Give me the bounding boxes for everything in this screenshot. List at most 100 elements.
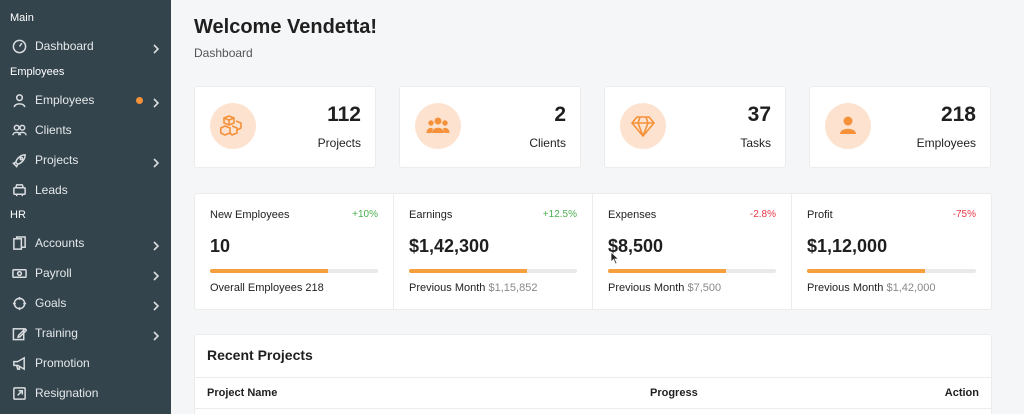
- kpi-footer-value: $1,42,000: [886, 282, 936, 294]
- sidebar-item-leads[interactable]: Leads: [0, 176, 171, 204]
- sidebar-item-training[interactable]: Training: [0, 319, 171, 347]
- sidebar: Main Dashboard Employees Employees Clien…: [0, 0, 171, 414]
- kpi-progress-fill: [210, 269, 328, 273]
- files-icon: [10, 234, 28, 252]
- kpi-value: $1,12,000: [807, 236, 888, 256]
- sidebar-item-label: Goals: [35, 296, 67, 310]
- main-content: Welcome Vendetta! Dashboard 112 Projects…: [171, 0, 1024, 414]
- kpi-progress-fill: [608, 269, 726, 273]
- kpi-title: New Employees: [210, 209, 290, 221]
- stat-label: Clients: [529, 136, 566, 150]
- stat-card-clients[interactable]: 2 Clients: [399, 86, 581, 168]
- sidebar-item-projects[interactable]: Projects: [0, 146, 171, 174]
- sidebar-item-employees[interactable]: Employees: [0, 86, 171, 114]
- kpi-footer-label: Previous Month: [807, 282, 884, 294]
- kpi-progress-bar: [409, 269, 577, 273]
- column-header-project-name[interactable]: Project Name: [207, 387, 278, 399]
- sidebar-item-label: Dashboard: [35, 39, 94, 53]
- kpi-title: Expenses: [608, 209, 657, 221]
- sidebar-item-label: Leads: [35, 183, 68, 197]
- stat-card-tasks[interactable]: 37 Tasks: [604, 86, 786, 168]
- cubes-icon: [210, 103, 256, 149]
- stat-label: Projects: [317, 136, 361, 150]
- section-title-employees: Employees: [10, 66, 65, 78]
- page-title: Welcome Vendetta!: [194, 16, 378, 38]
- kpi-progress-fill: [807, 269, 926, 273]
- stat-value: 2: [554, 103, 566, 126]
- sidebar-item-label: Accounts: [35, 236, 85, 250]
- sidebar-item-label: Training: [35, 326, 78, 340]
- chevron-right-icon: [151, 95, 161, 108]
- user-icon: [10, 91, 28, 109]
- stat-label: Tasks: [740, 136, 771, 150]
- kpi-progress-bar: [210, 269, 378, 273]
- stat-card-projects[interactable]: 112 Projects: [194, 86, 376, 168]
- sidebar-item-accounts[interactable]: Accounts: [0, 229, 171, 257]
- dashboard-icon: [10, 37, 28, 55]
- section-title-hr: HR: [10, 209, 26, 221]
- chevron-right-icon: [151, 328, 161, 341]
- kpi-footer: Previous Month $7,500: [608, 282, 721, 294]
- kpi-expenses: Expenses -2.8% $8,500 Previous Month $7,…: [593, 194, 792, 309]
- external-link-icon: [10, 384, 28, 402]
- kpi-value: $8,500: [608, 236, 664, 256]
- ticket-icon: [10, 181, 28, 199]
- kpi-footer-value: $1,15,852: [488, 282, 538, 294]
- sidebar-item-dashboard[interactable]: Dashboard: [0, 32, 171, 60]
- kpi-title: Profit: [807, 209, 833, 221]
- crosshair-icon: [10, 294, 28, 312]
- breadcrumb[interactable]: Dashboard: [194, 46, 253, 60]
- column-header-progress[interactable]: Progress: [650, 387, 698, 399]
- chevron-right-icon: [151, 298, 161, 311]
- stat-value: 112: [327, 103, 361, 126]
- stat-label: Employees: [916, 136, 976, 150]
- kpi-delta: +12.5%: [542, 209, 577, 220]
- stat-value: 218: [940, 103, 976, 126]
- kpi-delta: -75%: [952, 209, 976, 220]
- sidebar-item-label: Promotion: [35, 356, 90, 370]
- sidebar-item-label: Clients: [35, 123, 72, 137]
- recent-projects-panel: Recent Projects Project Name Progress Ac…: [194, 334, 992, 414]
- kpi-delta: +10%: [352, 209, 378, 220]
- chevron-right-icon: [151, 41, 161, 54]
- kpi-new-employees: New Employees +10% 10 Overall Employees …: [195, 194, 394, 309]
- person-icon: [825, 103, 871, 149]
- column-header-action[interactable]: Action: [944, 387, 979, 399]
- kpi-progress-fill: [409, 269, 527, 273]
- kpi-title: Earnings: [409, 209, 453, 221]
- kpi-earnings: Earnings +12.5% $1,42,300 Previous Month…: [394, 194, 593, 309]
- sidebar-item-label: Employees: [35, 93, 95, 107]
- notification-dot: [136, 96, 143, 104]
- kpi-footer-value: $7,500: [687, 282, 722, 294]
- sidebar-item-goals[interactable]: Goals: [0, 289, 171, 317]
- table-header: Project Name Progress Action: [195, 377, 991, 409]
- stat-value: 37: [747, 103, 771, 126]
- kpi-footer: Overall Employees 218: [210, 282, 324, 294]
- chevron-right-icon: [151, 268, 161, 281]
- chevron-right-icon: [151, 155, 161, 168]
- sidebar-item-clients[interactable]: Clients: [0, 116, 171, 144]
- chevron-right-icon: [151, 238, 161, 251]
- sidebar-item-payroll[interactable]: Payroll: [0, 259, 171, 287]
- sidebar-item-promotion[interactable]: Promotion: [0, 349, 171, 377]
- diamond-icon: [620, 103, 666, 149]
- kpi-footer-label: Previous Month: [409, 282, 486, 294]
- kpi-footer: Previous Month $1,42,000: [807, 282, 935, 294]
- kpi-footer-label: Previous Month: [608, 282, 685, 294]
- rocket-icon: [10, 151, 28, 169]
- kpi-footer: Previous Month $1,15,852: [409, 282, 537, 294]
- section-title-main: Main: [10, 12, 34, 24]
- group-icon: [415, 103, 461, 149]
- stat-card-employees[interactable]: 218 Employees: [809, 86, 991, 168]
- kpi-progress-bar: [807, 269, 976, 273]
- kpi-delta: -2.8%: [749, 209, 776, 220]
- users-icon: [10, 121, 28, 139]
- kpi-profit: Profit -75% $1,12,000 Previous Month $1,…: [792, 194, 991, 309]
- sidebar-item-label: Resignation: [35, 386, 99, 400]
- edit-icon: [10, 324, 28, 342]
- kpi-value: $1,42,300: [409, 236, 490, 256]
- panel-title: Recent Projects: [207, 347, 313, 363]
- kpi-panel: New Employees +10% 10 Overall Employees …: [194, 193, 992, 310]
- sidebar-item-resignation[interactable]: Resignation: [0, 379, 171, 407]
- kpi-value: 10: [210, 236, 231, 256]
